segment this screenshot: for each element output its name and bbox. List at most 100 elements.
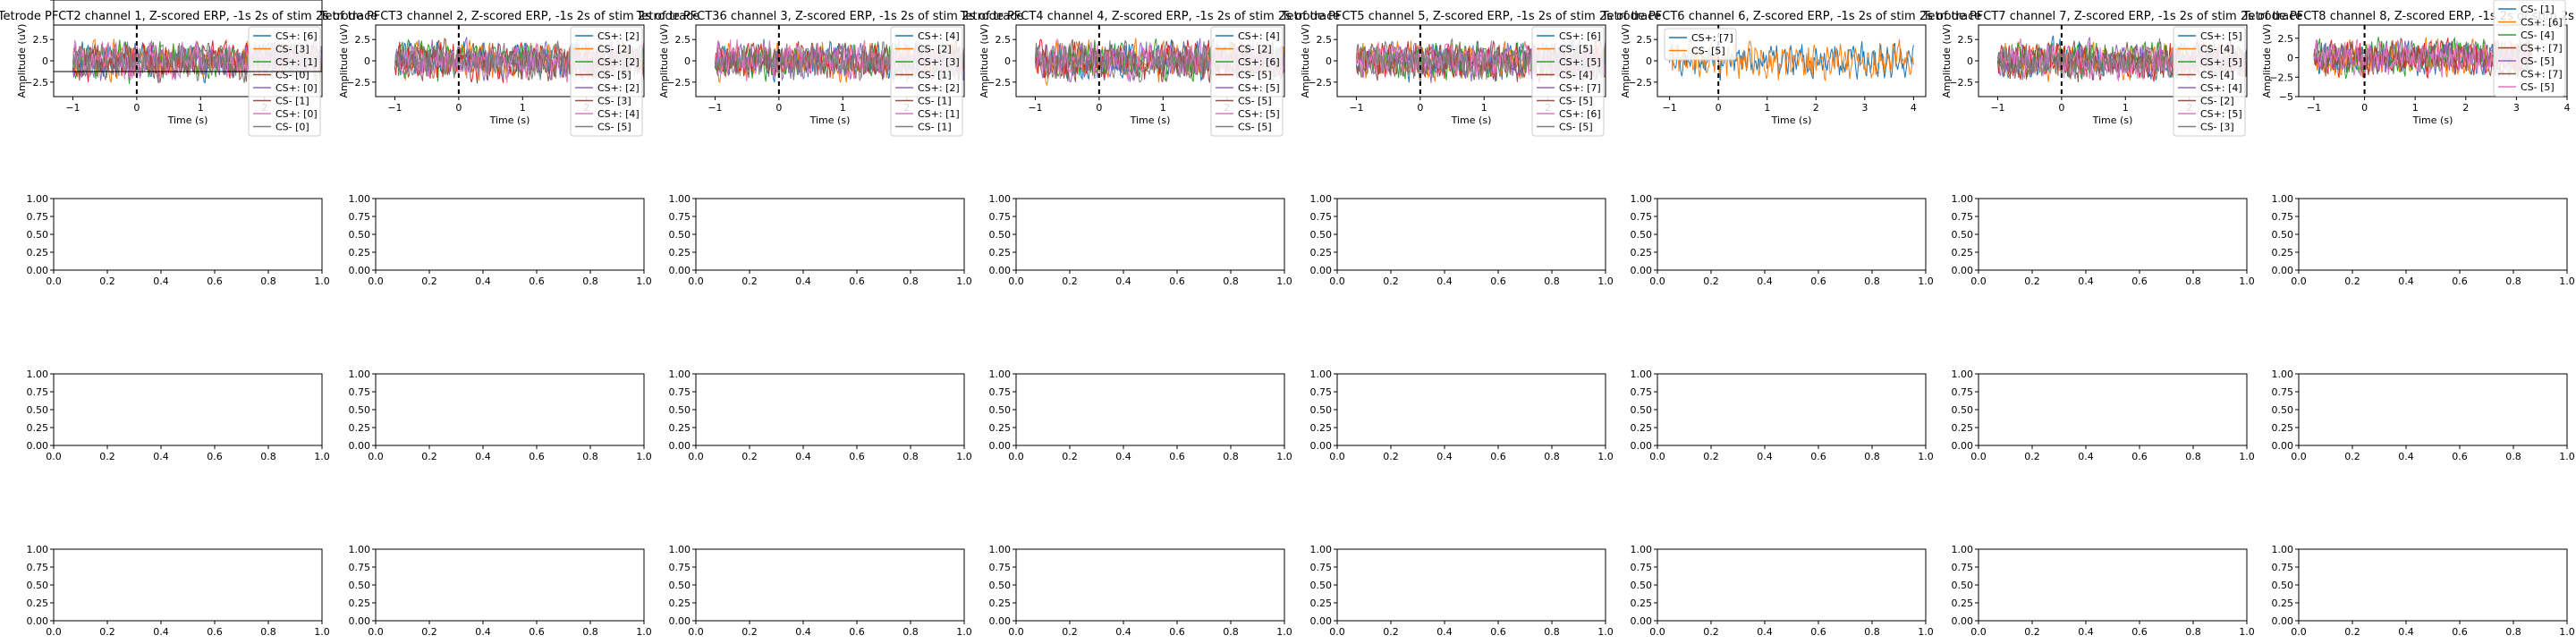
y-tick-label: 0.50 bbox=[2272, 580, 2294, 591]
x-tick-label: 1.0 bbox=[1276, 626, 1292, 638]
x-tick-label: 0.6 bbox=[1169, 626, 1185, 638]
y-tick-label: 0.50 bbox=[1631, 404, 1653, 416]
x-tick-label: 1.0 bbox=[636, 626, 652, 638]
y-tick-label: −2.5 bbox=[987, 77, 1011, 89]
x-tick-label: 1.0 bbox=[314, 275, 330, 287]
y-tick-label: 0.25 bbox=[349, 422, 371, 434]
y-tick-label: 0.00 bbox=[669, 265, 691, 276]
y-tick-label: 0.25 bbox=[27, 247, 49, 258]
y-tick-label: 0.25 bbox=[1310, 597, 1333, 609]
x-tick-label: 0.2 bbox=[1703, 275, 1719, 287]
legend-label: CS+: [7] bbox=[2521, 69, 2563, 80]
y-tick-label: 1.00 bbox=[989, 369, 1012, 380]
x-tick-label: 0 bbox=[1096, 102, 1102, 114]
x-tick-label: 0.6 bbox=[2452, 451, 2468, 462]
legend-label: CS+: [5] bbox=[2200, 108, 2242, 120]
y-tick-label: 0.25 bbox=[1631, 597, 1653, 609]
y-tick-label: 1.00 bbox=[27, 0, 49, 3]
x-tick-label: 0.6 bbox=[529, 451, 545, 462]
legend: CS+: [6]CS- [5]CS+: [5]CS- [4]CS+: [7]CS… bbox=[1531, 26, 1605, 137]
x-tick-label: 0.8 bbox=[902, 275, 919, 287]
x-tick-label: 0.2 bbox=[1383, 275, 1399, 287]
y-tick-label: 0.25 bbox=[989, 247, 1012, 258]
y-tick-label: 1.00 bbox=[349, 193, 371, 205]
x-tick-label: 0.0 bbox=[1649, 275, 1665, 287]
y-tick-label: 0 bbox=[364, 55, 370, 67]
x-tick-label: 1.0 bbox=[956, 451, 972, 462]
x-tick-label: 0.0 bbox=[1329, 275, 1345, 287]
subplot-14: 0.0 0.2 0.4 0.6 0.8 1.0 0.00 0.25 0.50 0.75 1.00 bbox=[1631, 193, 1934, 287]
y-tick-label: 2.5 bbox=[33, 34, 49, 46]
x-tick-label: 0.2 bbox=[1062, 451, 1078, 462]
x-tick-label: −1 bbox=[1663, 102, 1677, 114]
x-axis-label: Time (s) bbox=[1771, 114, 1812, 126]
x-tick-label: 0.2 bbox=[2344, 275, 2360, 287]
y-tick-label: 0.50 bbox=[27, 0, 49, 3]
y-tick-label: 0.75 bbox=[27, 562, 49, 573]
x-tick-label: 3 bbox=[1861, 102, 1868, 114]
x-axis-label: Time (s) bbox=[2092, 114, 2133, 126]
y-tick-label: 0.75 bbox=[1952, 386, 1974, 398]
x-axis-label: Time (s) bbox=[2412, 114, 2453, 126]
axes-frame bbox=[375, 373, 645, 446]
subplot-27: 0.0 0.2 0.4 0.6 0.8 1.0 0.00 0.25 0.50 0.75 1.00 bbox=[669, 544, 972, 638]
y-tick-label: 0.25 bbox=[1952, 247, 1974, 258]
legend-label: CS- [2] bbox=[918, 44, 952, 55]
subplot-31: 0.0 0.2 0.4 0.6 0.8 1.0 0.00 0.25 0.50 0.75 1.00 bbox=[1952, 544, 2255, 638]
y-tick-label: 0.50 bbox=[1631, 229, 1653, 241]
y-tick-label: 0.75 bbox=[27, 211, 49, 223]
y-tick-label: 0.25 bbox=[349, 597, 371, 609]
x-tick-label: 1 bbox=[520, 102, 526, 114]
x-axis-label: Time (s) bbox=[809, 114, 851, 126]
y-tick-label: 0.75 bbox=[1631, 211, 1653, 223]
x-tick-label: 0 bbox=[133, 102, 140, 114]
legend-label: CS+: [5] bbox=[1238, 82, 1280, 94]
subplot-23: 0.0 0.2 0.4 0.6 0.8 1.0 0.00 0.25 0.50 0.75 1.00 bbox=[1952, 369, 2255, 462]
subplot-24: 0.0 0.2 0.4 0.6 0.8 1.0 0.00 0.25 0.50 0.75 1.00 bbox=[2272, 369, 2575, 462]
x-tick-label: 1 bbox=[198, 102, 204, 114]
subplot-28: 0.0 0.2 0.4 0.6 0.8 1.0 0.00 0.25 0.50 0.75 1.00 bbox=[989, 544, 1292, 638]
x-tick-label: 0.8 bbox=[260, 0, 276, 3]
legend-label: CS- [0] bbox=[275, 70, 309, 81]
y-tick-label: 0.00 bbox=[1952, 615, 1974, 627]
x-tick-label: 0.2 bbox=[99, 451, 115, 462]
x-tick-label: 1.0 bbox=[2239, 275, 2255, 287]
x-tick-label: 4 bbox=[1911, 102, 1917, 114]
legend-label: CS+: [4] bbox=[2200, 82, 2242, 94]
x-tick-label: 3 bbox=[2513, 102, 2520, 114]
axes-frame bbox=[1657, 548, 1927, 622]
subplot-title: Tetrode PFCT5 channel 5, Z-scored ERP, -… bbox=[1281, 10, 1661, 23]
x-tick-label: −1 bbox=[2307, 102, 2321, 114]
legend-label: CS+: [0] bbox=[275, 108, 318, 120]
legend-label: CS- [3] bbox=[2200, 122, 2234, 133]
x-tick-label: 0.6 bbox=[207, 0, 223, 3]
x-tick-label: 0.2 bbox=[99, 275, 115, 287]
x-tick-label: 0.0 bbox=[1008, 451, 1024, 462]
legend-box bbox=[1664, 28, 1737, 61]
x-tick-label: 0.8 bbox=[1864, 451, 1880, 462]
x-tick-label: 0.6 bbox=[2452, 626, 2468, 638]
x-tick-label: 0.2 bbox=[1383, 626, 1399, 638]
x-tick-label: 1 bbox=[840, 102, 846, 114]
y-tick-label: −2.5 bbox=[1628, 77, 1652, 89]
legend-label: CS+: [6] bbox=[1559, 108, 1601, 120]
x-tick-label: 0.8 bbox=[1864, 275, 1880, 287]
x-tick-label: 1.0 bbox=[2559, 626, 2575, 638]
y-tick-label: 0.00 bbox=[1631, 265, 1653, 276]
y-tick-label: 0.25 bbox=[27, 597, 49, 609]
x-tick-label: 0.0 bbox=[1970, 451, 1987, 462]
y-tick-label: 0.25 bbox=[669, 597, 691, 609]
legend-label: CS- [2] bbox=[1238, 44, 1272, 55]
x-tick-label: 0.4 bbox=[153, 626, 169, 638]
legend-label: CS+: [2] bbox=[597, 56, 640, 68]
legend-label: CS- [5] bbox=[597, 70, 631, 81]
y-tick-label: 0.50 bbox=[27, 404, 49, 416]
x-axis-label: Time (s) bbox=[1130, 114, 1171, 126]
x-tick-label: −1 bbox=[387, 102, 402, 114]
y-tick-label: −2.5 bbox=[24, 77, 48, 89]
y-tick-label: 0.00 bbox=[1631, 615, 1653, 627]
x-tick-label: 0.2 bbox=[741, 626, 758, 638]
x-tick-label: 0.0 bbox=[1329, 451, 1345, 462]
x-tick-label: 1.0 bbox=[1597, 451, 1614, 462]
